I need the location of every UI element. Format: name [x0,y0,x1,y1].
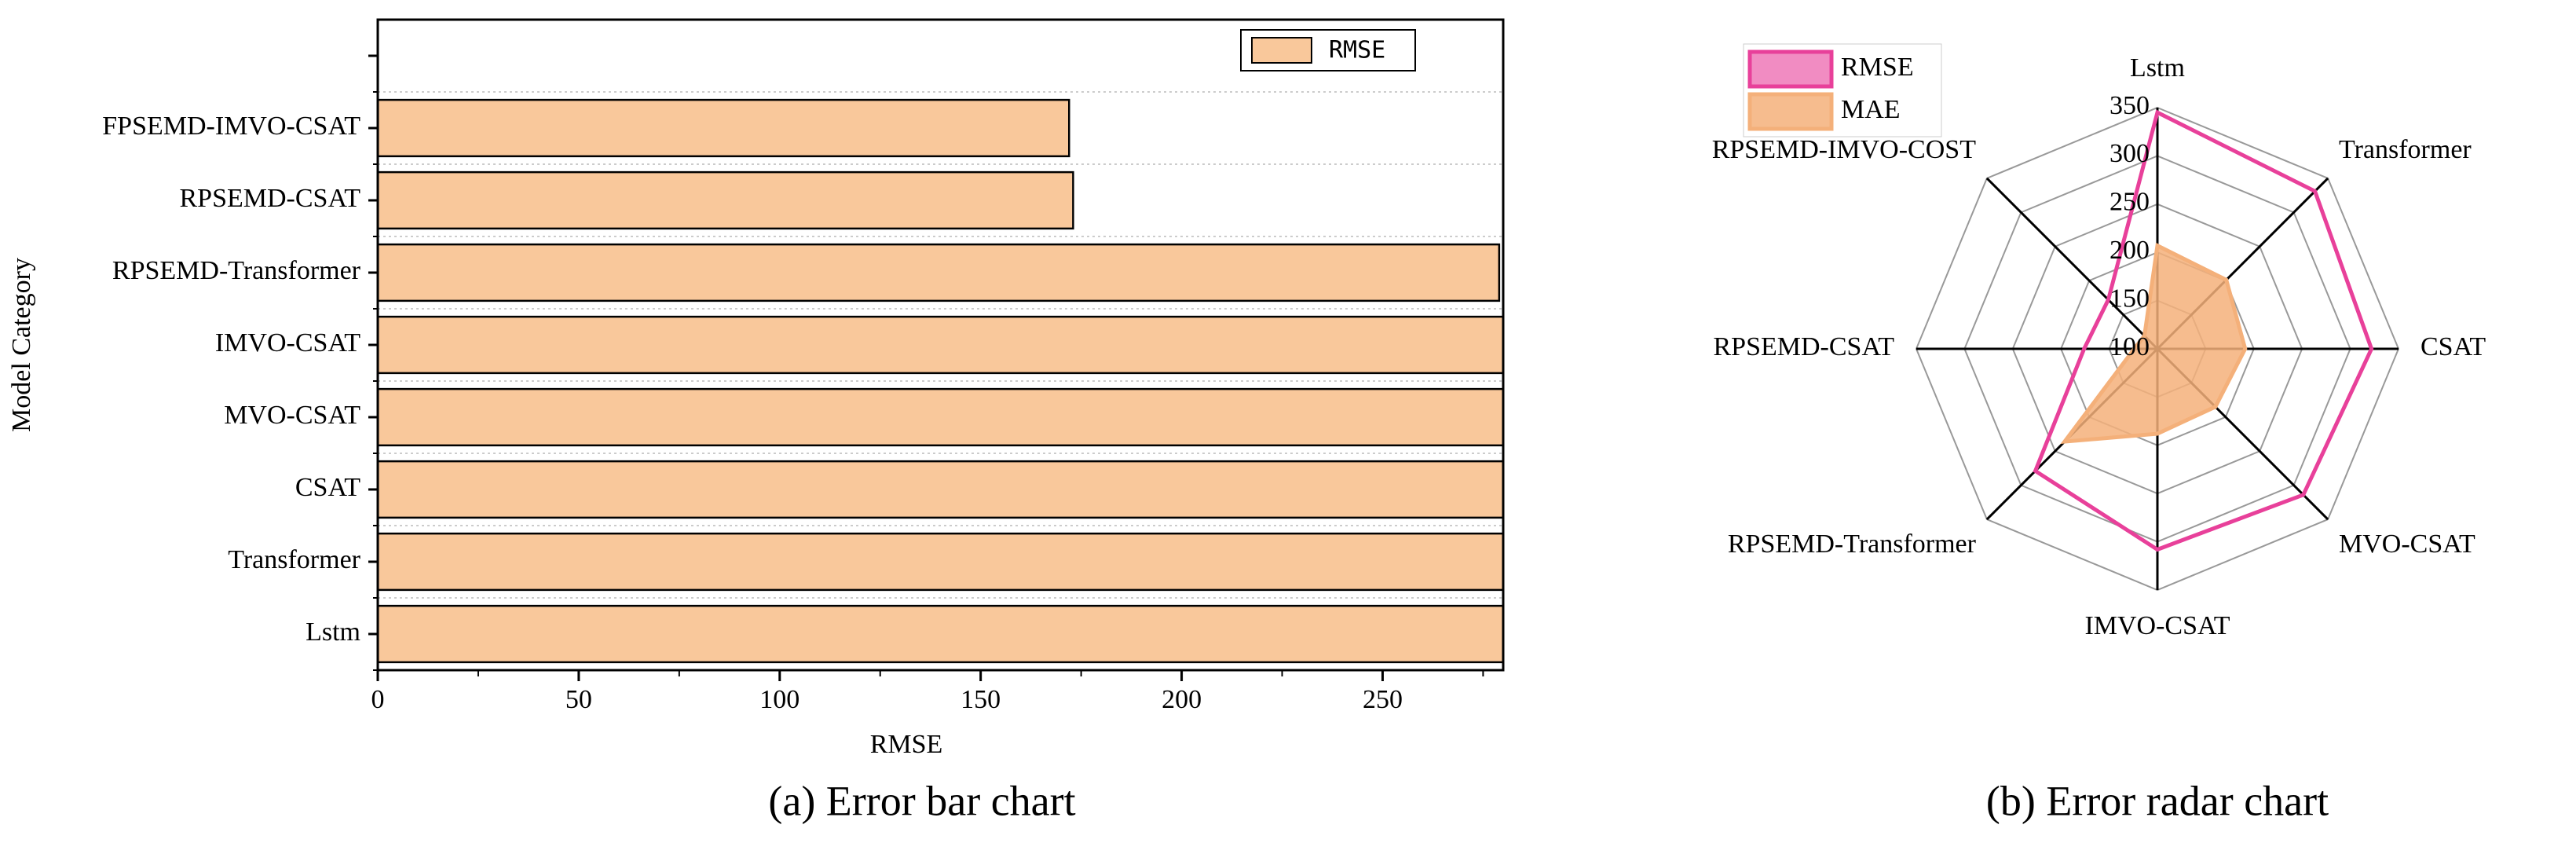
y-tick-label: RPSEMD-Transformer [112,256,361,285]
r-tick-label: 100 [2109,332,2150,361]
x-tick-label: 200 [1162,685,1202,714]
axis-label: CSAT [2420,332,2486,361]
y-axis-title: Model Category [7,258,36,432]
y-tick-label: IMVO-CSAT [215,328,360,357]
bar [378,170,1074,230]
bar [378,387,1503,447]
r-tick-label: 150 [2109,284,2150,313]
axis-label: Transformer [2339,135,2472,164]
x-tick-label: 50 [565,685,592,714]
x-axis-title: RMSE [870,730,943,759]
r-tick-label: 250 [2109,188,2150,217]
axis-label: RPSEMD-Transformer [1728,530,1977,559]
radar-series [2033,109,2374,552]
caption: (b) Error radar chart [1986,777,2329,824]
legend-label: MAE [1841,95,1901,124]
axis-label: Lstm [2130,53,2185,82]
bar [378,460,1503,519]
axis-label: RPSEMD-IMVO-COST [1712,135,1976,164]
legend-label: RMSE [1841,53,1914,82]
r-tick-label: 300 [2109,139,2150,168]
bar [378,315,1503,375]
radar-series [2060,242,2248,445]
axis-label: MVO-CSAT [2339,530,2475,559]
spoke [1985,177,2159,350]
y-tick-label: RPSEMD-CSAT [179,184,360,213]
x-tick-label: 0 [371,685,385,714]
r-tick-label: 350 [2109,91,2150,120]
y-tick-label: FPSEMD-IMVO-CSAT [102,112,360,141]
bar [378,243,1501,302]
plot [378,91,1503,664]
axis-label: RPSEMD-CSAT [1713,332,1894,361]
x-tick-label: 250 [1363,685,1403,714]
y-tick-label: Transformer [228,545,360,574]
y-tick-label: CSAT [295,473,360,502]
legend-swatch [1747,49,1834,89]
y-tick-label: MVO-CSAT [224,401,360,430]
axis-label: IMVO-CSAT [2084,611,2230,640]
legend-swatch [1251,37,1312,64]
r-tick-label: 200 [2109,236,2150,265]
bar [378,98,1070,158]
bar [378,604,1503,664]
x-tick-label: 100 [759,685,800,714]
legend-swatch [1747,92,1834,131]
bar [378,532,1503,592]
legend-label: RMSE [1329,37,1385,64]
caption: (a) Error bar chart [768,777,1075,824]
y-tick-label: Lstm [306,618,360,647]
x-tick-label: 150 [961,685,1001,714]
